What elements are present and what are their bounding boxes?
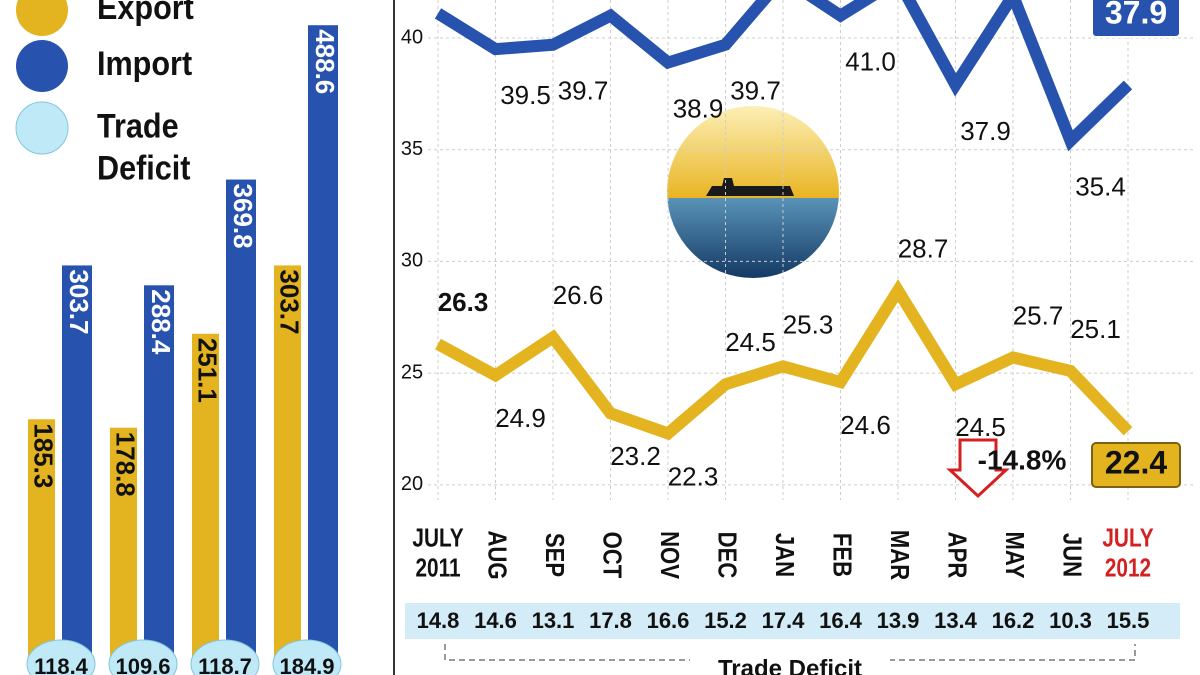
deficit-value-label: 118.4 (34, 654, 89, 675)
data-label: 25.7 (1013, 300, 1064, 330)
deficit-title: Trade Deficit (718, 655, 862, 675)
deficit-value: 15.5 (1107, 608, 1150, 633)
data-label: 23.2 (610, 441, 661, 471)
y-tick-label: 40 (401, 26, 423, 48)
deficit-value: 17.8 (589, 608, 632, 633)
bar (226, 179, 256, 660)
deficit-title-bg (690, 650, 890, 675)
data-label: 24.5 (725, 327, 776, 357)
data-label: 24.9 (495, 403, 546, 433)
data-label: 28.7 (898, 233, 949, 263)
bar-value-label: 185.3 (29, 423, 59, 488)
data-label: 25.1 (1070, 314, 1121, 344)
deficit-bubble (26, 639, 96, 675)
y-tick-label: 35 (401, 138, 423, 160)
data-label: 22.3 (668, 461, 719, 491)
data-label: 39.5 (500, 80, 551, 110)
x-tick-label: DEC (712, 532, 741, 579)
x-tick-label: SEP (540, 533, 569, 577)
deficit-value-label: 109.6 (115, 654, 170, 675)
y-tick-label: 30 (401, 250, 423, 272)
series-line (435, 279, 1133, 441)
x-tick-label: NOV (655, 531, 684, 579)
deficit-value: 17.4 (762, 608, 806, 633)
legend-label: Export (97, 0, 194, 26)
annotation-arrow (946, 438, 1010, 499)
data-label: 41.0 (845, 47, 896, 77)
deficit-value: 15.2 (704, 608, 747, 633)
deficit-value: 13.1 (532, 608, 575, 633)
data-label: 35.4 (1075, 172, 1126, 202)
bar (62, 265, 92, 660)
deficit-bubble (272, 639, 342, 675)
bar-value-label: 288.4 (146, 289, 176, 355)
deficit-value: 16.6 (647, 608, 690, 633)
deficit-value: 10.3 (1049, 608, 1092, 633)
deficit-value: 16.2 (992, 608, 1035, 633)
legend-label: Import (97, 45, 192, 83)
x-tick-label: FEB (827, 533, 856, 577)
bar (274, 265, 301, 660)
data-label: 22.4 (1105, 444, 1167, 480)
x-tick-label: JULY 2012 (1102, 524, 1153, 583)
data-label: 26.3 (438, 287, 489, 317)
legend-swatch (16, 40, 68, 92)
deficit-value: 14.6 (474, 608, 517, 633)
data-label: 38.9 (673, 93, 724, 123)
bar (192, 333, 219, 660)
legend-swatch (16, 0, 68, 36)
data-label: 26.6 (553, 280, 604, 310)
legend-label: Trade Deficit (97, 107, 191, 187)
annotation: -14.8% (978, 444, 1067, 475)
highlight-box (1091, 442, 1181, 488)
deficit-bubble (190, 639, 260, 675)
y-tick-label: 20 (401, 473, 423, 495)
bar-value-label: 303.7 (64, 269, 94, 334)
bar-panel: Export Import Trade Deficit 185.3 303.7 118.4 1… (15, 0, 342, 675)
bar (110, 427, 137, 660)
data-label: 39.7 (730, 76, 781, 106)
data-label: 25.3 (783, 309, 834, 339)
data-label: 37.9 (960, 116, 1011, 146)
x-tick-label: JULY 2011 (412, 524, 463, 583)
series-line (434, 0, 1133, 152)
data-label: 24.6 (840, 410, 891, 440)
data-label: 24.5 (955, 412, 1006, 442)
legend-swatch (15, 101, 69, 155)
line-panel: 20 25 30 35 40 JULY 2011 AUG SEP OCT NOV DEC JAN FEB M… (401, 0, 1195, 675)
deficit-bubble (108, 639, 178, 675)
bar-value-label: 369.8 (228, 184, 258, 249)
deficit-value-label: 184.9 (279, 654, 334, 675)
deficit-value: 14.8 (417, 608, 460, 633)
y-tick-label: 25 (401, 361, 423, 383)
deficit-value: 16.4 (819, 608, 863, 633)
data-label: 37.9 (1105, 0, 1167, 30)
bar (28, 419, 55, 660)
data-label: 39.7 (558, 76, 609, 106)
highlight-box (1091, 0, 1181, 38)
x-tick-label: APR (942, 532, 971, 579)
bar-value-label: 178.8 (111, 432, 141, 497)
deficit-value: 13.4 (934, 608, 978, 633)
x-tick-label: JUN (1057, 533, 1086, 577)
x-tick-label: MAR (885, 530, 914, 580)
bar-value-label: 251.1 (193, 338, 223, 403)
deficit-value: 13.9 (877, 608, 920, 633)
bar-value-label: 488.6 (310, 29, 340, 94)
x-tick-label: JAN (770, 533, 799, 577)
deficit-band (405, 603, 1180, 639)
bar-value-label: 303.7 (275, 269, 305, 334)
bar (144, 285, 174, 660)
x-tick-label: OCT (597, 532, 626, 579)
x-tick-label: MAY (1000, 531, 1029, 578)
deficit-value-label: 118.7 (198, 654, 252, 675)
bar (308, 25, 338, 661)
x-tick-label: AUG (482, 530, 511, 579)
